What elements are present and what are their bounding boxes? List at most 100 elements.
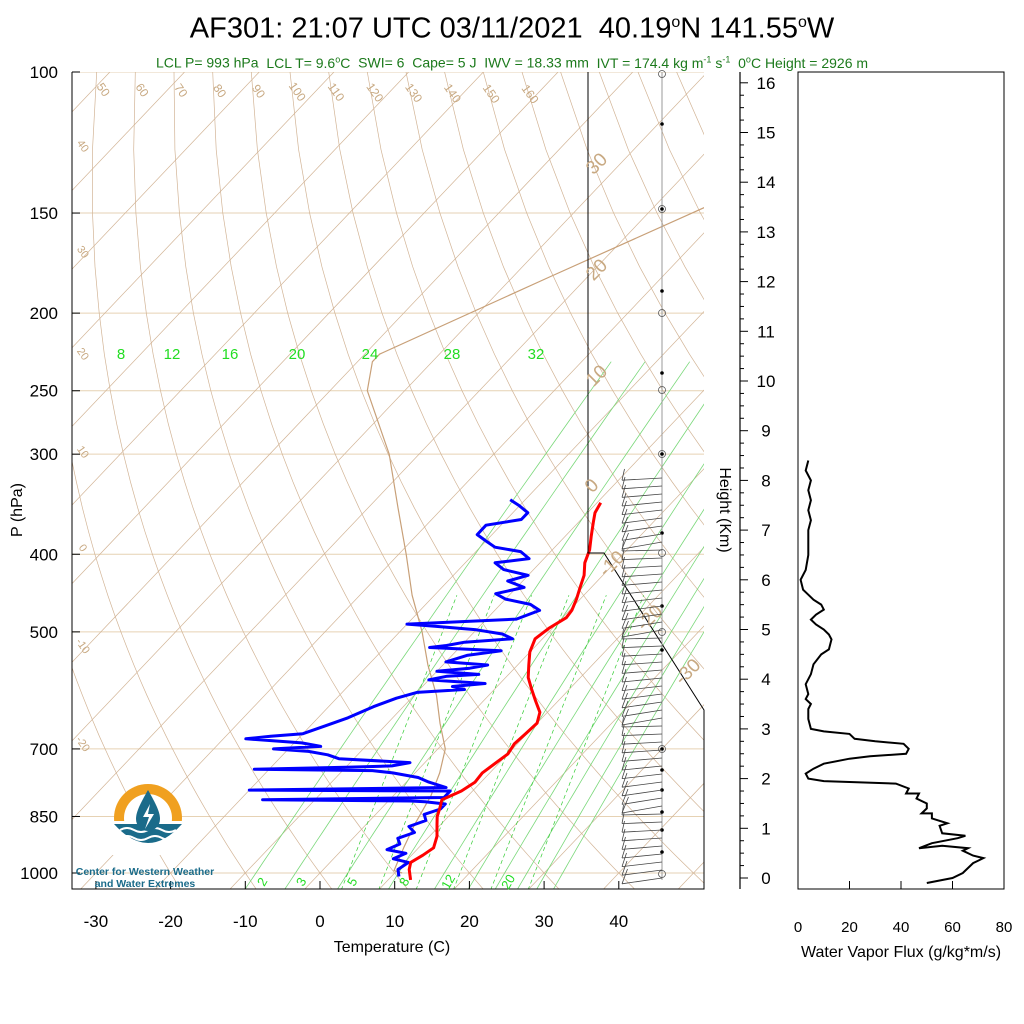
isotherm-label: 10	[74, 444, 91, 461]
temperature-tick-label: -20	[158, 912, 183, 931]
height-tick-label: 5	[761, 621, 770, 640]
wind-barb-feather	[621, 468, 625, 481]
wind-barb-staff	[621, 581, 663, 586]
barb-dot	[660, 850, 664, 854]
isotherm-line	[453, 625, 704, 889]
isotherm-line	[154, 311, 704, 889]
pressure-tick-label: 150	[30, 204, 58, 223]
wind-barb-staff	[621, 589, 663, 595]
barb-dot	[660, 371, 664, 375]
y-axis-label: P (hPa)	[9, 483, 26, 537]
wind-barb-feather	[621, 812, 625, 824]
lightning-icon	[143, 804, 154, 829]
barb-calm-circle	[658, 549, 666, 557]
barb-dot	[660, 648, 664, 652]
dry-adiabat-line	[870, 72, 1024, 890]
wind-barb-staff	[621, 525, 663, 533]
flux-tick-label: 60	[944, 919, 961, 936]
wind-barb-staff	[621, 781, 663, 788]
latitude: 40.19	[598, 12, 672, 45]
wind-barb-staff	[621, 797, 663, 805]
wind-barb-feather	[621, 676, 627, 691]
wind-barb-feather	[621, 564, 626, 577]
skewt-background-grid	[72, 72, 1024, 890]
wind-barb-feather	[621, 844, 627, 859]
wind-barb-feather	[621, 612, 629, 629]
height-tick-label: 16	[757, 74, 776, 93]
wind-barb-feather	[621, 788, 629, 805]
moist-line	[467, 508, 704, 889]
mixing-ratio-line	[527, 595, 644, 889]
barb-calm-circle	[658, 70, 666, 78]
mixing-ratio-label: 20	[289, 346, 306, 363]
moist-line	[494, 545, 704, 889]
wind-barb-staff	[621, 605, 663, 612]
barb-dot	[660, 289, 664, 293]
pressure-tick-label: 400	[30, 545, 58, 564]
wind-barb-feather	[621, 556, 625, 569]
height-axis-label: Height (Km)	[716, 467, 733, 552]
flux-tick-label: 20	[841, 919, 858, 936]
dry-adiabat-line	[754, 72, 1024, 890]
height-tick-label: 9	[761, 422, 770, 441]
isotherm-line	[304, 468, 704, 889]
wind-barb-feather	[621, 636, 625, 648]
freezing-height: 0oC Height = 2926 m	[738, 54, 869, 71]
wind-barb-staff	[621, 645, 663, 648]
wind-barb-staff	[621, 741, 663, 745]
dry-adiabat-label: 130	[402, 81, 425, 106]
iwv-value: IWV = 18.33 mm	[484, 54, 589, 71]
wind-barb-staff	[621, 557, 663, 560]
isotherm-line	[72, 72, 409, 427]
wind-barb-staff	[621, 789, 663, 797]
mixing-ratio-label: 5	[344, 875, 361, 889]
barb-calm-circle	[658, 450, 666, 458]
isotherm-label: 30	[582, 149, 612, 179]
isotherm-line	[72, 75, 704, 742]
isotherm-line	[72, 72, 484, 506]
dry-adiabat-label: 100	[286, 79, 309, 104]
ivt-value: IVT = 174.4 kg m-1 s-1	[596, 54, 731, 71]
dry-adiabat-line	[909, 72, 1024, 890]
isotherm-label: 0	[76, 542, 89, 554]
isotherm-line	[72, 72, 260, 270]
mixing-ratio-label: 24	[362, 346, 379, 363]
dry-adiabat-label: 150	[480, 81, 503, 106]
cape-value: Cape= 5 J	[412, 54, 477, 71]
skewt-profiles	[244, 207, 704, 881]
isotherm-label: 20	[74, 346, 91, 363]
dry-adiabat-line	[521, 72, 704, 453]
wind-barb-staff	[621, 565, 663, 569]
wind-barb-staff	[621, 693, 663, 700]
wind-barb-staff	[621, 709, 663, 717]
isotherm-label: 40	[74, 138, 91, 155]
isotherm-line	[72, 72, 559, 585]
barb-calm-circle	[658, 309, 666, 317]
dry-adiabat-line	[289, 72, 704, 884]
lcl-pressure: LCL P= 993 hPa	[155, 54, 259, 71]
height-tick-label: 12	[757, 273, 776, 292]
logo-caption: Center for Western Weather and Water Extr…	[75, 866, 215, 890]
wind-barb-feather	[621, 860, 628, 876]
wind-barb-feather	[621, 596, 628, 612]
wind-barb-staff	[621, 597, 663, 603]
wind-barb-feather	[621, 628, 624, 640]
pressure-tick-label: 250	[30, 382, 58, 401]
wind-barb-staff	[621, 517, 663, 524]
isotherm-line	[528, 704, 704, 889]
chart-title: AF301: 21:07 UTC 03/11/2021 40.19oN 141.…	[189, 12, 835, 45]
wind-barb-staff	[621, 509, 663, 515]
wind-barb-staff	[621, 869, 663, 876]
wind-barb-feather	[621, 804, 624, 816]
dry-adiabat-line	[405, 72, 704, 670]
logo-wave	[119, 843, 177, 849]
wind-barb-feather	[621, 692, 628, 708]
height-tick-label: 10	[757, 372, 776, 391]
wind-barb-staff	[621, 477, 663, 481]
barb-dot	[660, 452, 664, 456]
flux-tick-label: 80	[996, 919, 1013, 936]
wind-barb-feather	[621, 732, 625, 745]
wind-barb-staff	[621, 813, 663, 816]
wind-barb-staff	[621, 613, 663, 621]
